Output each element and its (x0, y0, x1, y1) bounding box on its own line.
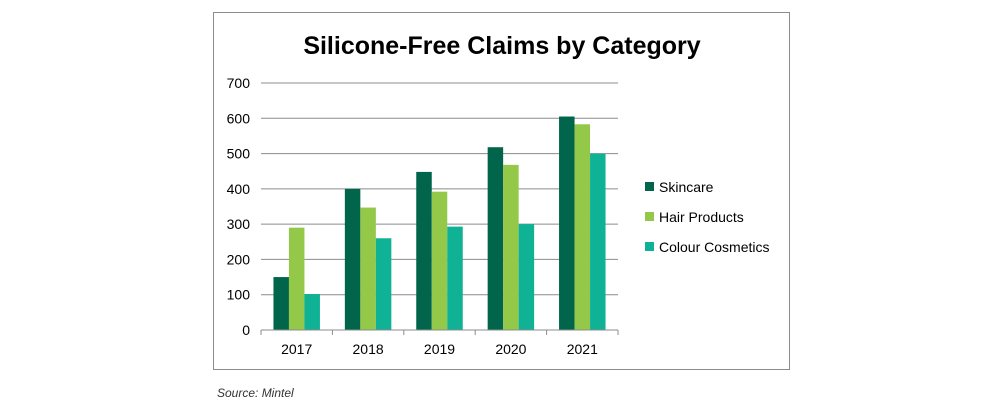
legend-swatch (645, 212, 654, 221)
y-tick-label: 700 (227, 75, 251, 91)
bar-colour-cosmetics (590, 153, 606, 330)
chart-frame: Silicone-Free Claims by Category 0 100 200… (213, 12, 790, 370)
legend-swatch (645, 182, 654, 191)
x-tick-label: 2017 (281, 341, 312, 357)
bar-hair-products (360, 207, 376, 330)
legend: Skincare Hair Products Colour Cosmetics (645, 179, 769, 255)
bar-skincare (559, 116, 575, 331)
x-tick-label: 2019 (424, 341, 455, 357)
y-tick-label: 0 (242, 322, 250, 338)
y-tick-label: 200 (227, 251, 251, 267)
y-tick-label: 400 (227, 181, 251, 197)
bar-chart: Silicone-Free Claims by Category 0 100 200… (227, 32, 770, 357)
x-axis-tick-labels: 2017 2018 2019 2020 2021 (260, 330, 619, 357)
source-note: Source: Mintel (217, 386, 294, 400)
y-tick-label: 600 (227, 110, 251, 126)
legend-label: Hair Products (659, 209, 744, 225)
bar-colour-cosmetics (375, 238, 392, 330)
bar-skincare (416, 171, 432, 330)
bar-hair-products (503, 164, 519, 330)
bar-colour-cosmetics (447, 226, 463, 330)
bar-hair-products (288, 227, 305, 330)
chart-title: Silicone-Free Claims by Category (303, 32, 700, 60)
y-tick-label: 500 (227, 146, 251, 162)
y-axis-tick-labels: 0 100 200 300 400 500 600 700 (227, 75, 251, 338)
y-tick-label: 100 (227, 287, 251, 303)
bar-colour-cosmetics (304, 294, 320, 330)
y-tick-label: 300 (227, 216, 251, 232)
x-tick-label: 2021 (567, 341, 598, 357)
x-tick-label: 2018 (353, 341, 384, 357)
x-tick-label: 2020 (495, 341, 526, 357)
bar-skincare (487, 147, 504, 330)
bar-skincare (344, 188, 361, 330)
bars (273, 116, 606, 331)
bar-skincare (273, 277, 289, 330)
bar-hair-products (574, 124, 591, 330)
bar-colour-cosmetics (518, 224, 535, 330)
legend-swatch (645, 242, 654, 251)
legend-label: Skincare (659, 179, 714, 195)
bar-hair-products (431, 191, 448, 330)
legend-label: Colour Cosmetics (659, 239, 769, 255)
